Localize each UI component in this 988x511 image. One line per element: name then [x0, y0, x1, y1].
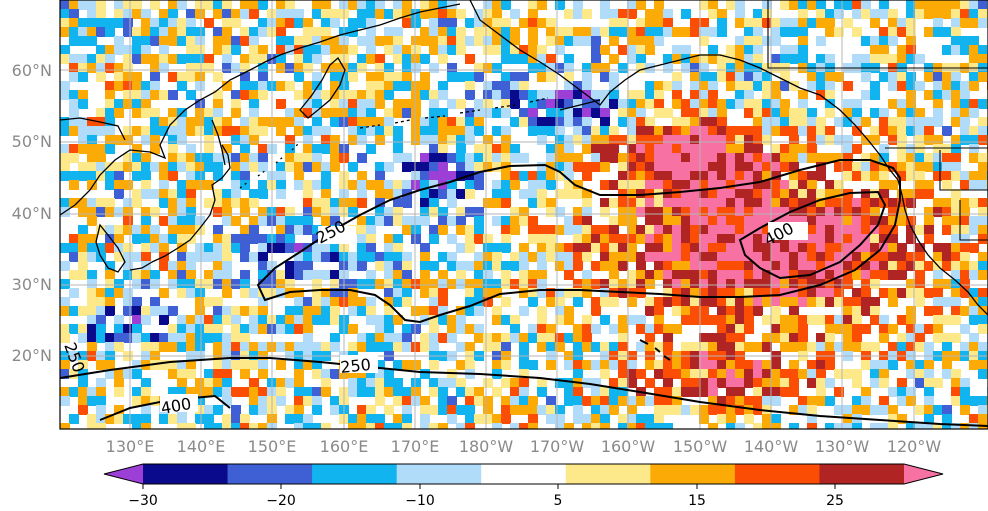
colorbar-ticks: [142, 484, 836, 489]
lon-label: 170°W: [530, 437, 585, 456]
lon-label: 140°E: [177, 437, 226, 456]
lon-label: 140°W: [744, 437, 799, 456]
colorbar-segment: [227, 464, 313, 484]
lat-label: 60°N: [12, 61, 52, 80]
gridlines: [60, 0, 988, 429]
colorbar-segment: [650, 464, 736, 484]
colorbar-tick-label: 25: [826, 493, 844, 509]
lon-label: 170°E: [391, 437, 440, 456]
contour-label-bg: [340, 355, 378, 373]
colorbar-segment: [312, 464, 398, 484]
latitude-labels: 60°N 50°N 40°N 30°N 20°N: [12, 61, 52, 365]
lat-label: 40°N: [12, 204, 52, 223]
contours: [60, 159, 988, 427]
coastlines: [60, 0, 988, 361]
colorbar-tick-label: 15: [688, 493, 706, 509]
lat-label: 20°N: [12, 346, 52, 365]
lon-label: 130°W: [815, 437, 870, 456]
colorbar-extend-low: [104, 464, 143, 484]
contour-label-250-b: 250: [339, 355, 371, 377]
lon-label: 120°W: [887, 437, 942, 456]
lon-label: 160°E: [320, 437, 369, 456]
colorbar-extend-high: [904, 464, 943, 484]
contour-label-bg: [768, 222, 808, 240]
lon-label: 130°E: [106, 437, 155, 456]
colorbar-segment: [734, 464, 820, 484]
anomaly-fill-layer: [60, 0, 988, 429]
colorbar-segment: [565, 464, 651, 484]
colorbar-tick-label: 5: [554, 493, 563, 509]
colorbar-segments: [143, 464, 905, 484]
lon-label: 160°W: [601, 437, 656, 456]
colorbar-tick-label: −10: [405, 493, 435, 509]
lat-label: 30°N: [12, 275, 52, 294]
contour-label-bg: [318, 226, 356, 244]
colorbar-segment: [143, 464, 229, 484]
colorbar-segment: [396, 464, 482, 484]
contour-label-bg: [160, 394, 198, 412]
colorbar-segment: [819, 464, 905, 484]
colorbar: −30 −20 −10 5 15 25: [103, 463, 944, 509]
colorbar-tick-label: −20: [266, 493, 296, 509]
longitude-labels: 130°E 140°E 150°E 160°E 170°E 180°W 170°…: [106, 437, 942, 456]
map-frame: [59, 0, 988, 430]
lat-label: 50°N: [12, 132, 52, 151]
colorbar-tick-label: −30: [128, 493, 158, 509]
lon-label: 150°W: [673, 437, 728, 456]
lon-label: 150°E: [248, 437, 297, 456]
map-panel: 250 400 250 400 250: [60, 0, 988, 429]
colorbar-segment: [481, 464, 567, 484]
lon-label: 180°W: [459, 437, 514, 456]
